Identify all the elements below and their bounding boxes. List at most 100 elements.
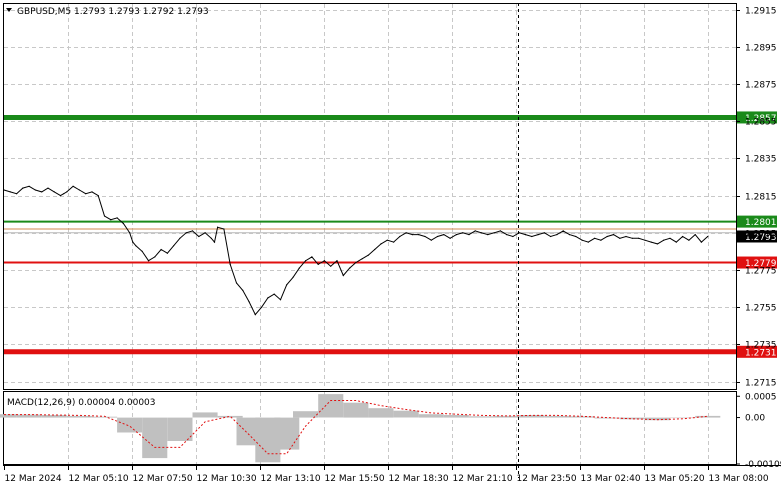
price-point [79, 189, 80, 190]
macd-header-label: MACD(12,26,9) 0.00004 0.00003 [7, 398, 156, 408]
macd-tick-label: -0.00109 [745, 460, 781, 470]
price-point [600, 240, 601, 241]
price-point [274, 294, 275, 295]
macd-histogram-bar [595, 418, 620, 419]
price-point [248, 301, 249, 302]
time-tick-label: 12 Mar 05:10 [69, 474, 129, 484]
price-point [73, 186, 74, 187]
time-tick-label: 13 Mar 08:00 [709, 474, 769, 484]
time-tick-label: 12 Mar 15:50 [325, 474, 385, 484]
price-point [173, 245, 174, 246]
price-point [349, 268, 350, 269]
price-point [538, 234, 539, 235]
price-point [205, 232, 206, 233]
time-tick-label: 12 Mar 23:50 [517, 474, 577, 484]
price-point [506, 234, 507, 235]
price-point [311, 256, 312, 257]
price-point [707, 236, 708, 237]
price-point [362, 258, 363, 259]
price-point [512, 236, 513, 237]
price-point [223, 228, 224, 229]
price-point [22, 188, 23, 189]
time-tick-label: 12 Mar 07:50 [133, 474, 193, 484]
price-point [236, 282, 237, 283]
price-point [556, 234, 557, 235]
price-tick-label: 1.2895 [745, 44, 777, 54]
time-tick-label: 13 Mar 05:20 [645, 474, 705, 484]
price-point [619, 238, 620, 239]
price-point [355, 262, 356, 263]
price-tick-label: 1.2915 [745, 7, 777, 17]
price-point [135, 245, 136, 246]
price-point [569, 234, 570, 235]
price-point [29, 186, 30, 187]
price-point [66, 191, 67, 192]
price-point [318, 264, 319, 265]
price-point [462, 232, 463, 233]
price-point [211, 238, 212, 239]
macd-histogram-bar [218, 416, 243, 418]
macd-histogram-bar [469, 416, 494, 417]
price-point [374, 249, 375, 250]
macd-histogram-bar [368, 408, 393, 417]
price-tick-label: 1.2835 [745, 155, 777, 165]
price-point [186, 232, 187, 233]
level-price-label: 1.2801 [745, 218, 777, 228]
price-tick-label: 1.2735 [745, 341, 777, 351]
price-point [625, 236, 626, 237]
macd-histogram-bar [274, 418, 299, 450]
price-point [575, 236, 576, 237]
price-point [531, 236, 532, 237]
macd-histogram-bar [419, 414, 444, 417]
price-point [588, 242, 589, 243]
time-tick-label: 12 Mar 18:30 [389, 474, 449, 484]
price-point [688, 240, 689, 241]
price-point [117, 217, 118, 218]
price-point [443, 234, 444, 235]
price-tick-label: 1.2755 [745, 304, 777, 314]
price-point [324, 260, 325, 261]
macd-tick-label: 0.0005 [745, 392, 777, 402]
price-point [632, 238, 633, 239]
price-point [148, 260, 149, 261]
price-point [450, 238, 451, 239]
time-tick-label: 13 Mar 02:40 [581, 474, 641, 484]
price-point [682, 236, 683, 237]
price-tick-label: 1.2855 [745, 118, 777, 128]
price-point [330, 266, 331, 267]
price-point [286, 284, 287, 285]
price-tick-label: 1.2775 [745, 267, 777, 277]
price-point [132, 242, 133, 243]
price-point [3, 189, 4, 190]
price-point [663, 240, 664, 241]
price-point [47, 188, 48, 189]
macd-histogram-bar [343, 403, 368, 418]
price-point [123, 223, 124, 224]
price-point [142, 251, 143, 252]
price-series: 1.2793 [3, 186, 777, 316]
price-point [292, 277, 293, 278]
price-point [638, 238, 639, 239]
price-point [494, 232, 495, 233]
price-point [230, 264, 231, 265]
price-point [431, 240, 432, 241]
price-point [129, 232, 130, 233]
price-point [35, 189, 36, 190]
price-point [179, 238, 180, 239]
price-point [214, 242, 215, 243]
price-point [41, 191, 42, 192]
price-point [267, 297, 268, 298]
price-point [154, 256, 155, 257]
symbol-header-label: GBPUSD,M5 1.2793 1.2793 1.2792 1.2793 [17, 7, 209, 17]
price-point [406, 232, 407, 233]
macd-histogram-bar [670, 418, 695, 419]
time-tick-label: 12 Mar 10:30 [197, 474, 257, 484]
macd-histogram-bar [695, 416, 720, 418]
price-point [525, 234, 526, 235]
price-point [299, 268, 300, 269]
price-point [550, 236, 551, 237]
price-tick-label: 1.2715 [745, 379, 777, 389]
